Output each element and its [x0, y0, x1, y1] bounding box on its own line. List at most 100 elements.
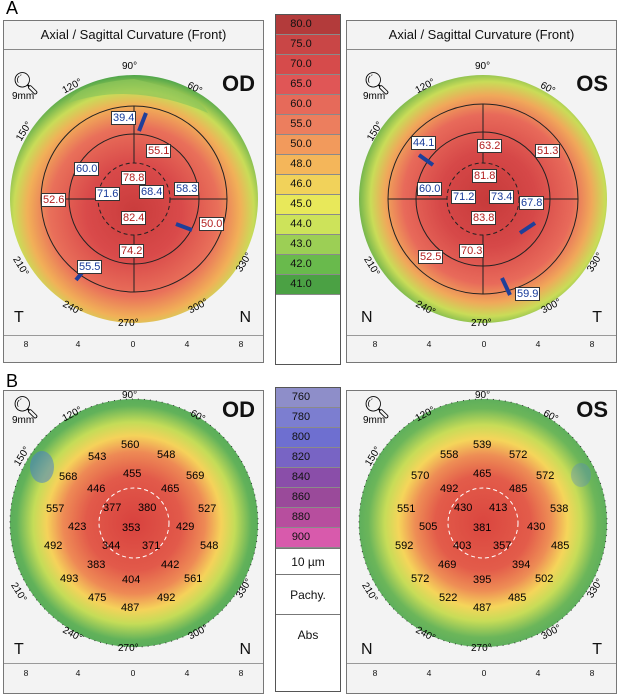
- corner-label-left: N: [361, 309, 373, 326]
- thickness-value: 492: [44, 540, 63, 552]
- panel-label-a: A: [6, 0, 19, 18]
- scale-tick: 8: [23, 339, 29, 349]
- scale-ruler: 8 4 0 4 8: [4, 339, 263, 350]
- zoom-icon[interactable]: 🔍︎: [12, 395, 40, 420]
- legend-row: 55.0: [276, 115, 340, 135]
- thickness-value: 493: [60, 573, 79, 585]
- thickness-value: 502: [535, 573, 554, 585]
- legend-row: 880: [276, 508, 340, 528]
- thickness-value: 357: [493, 540, 512, 552]
- legend-abs[interactable]: Abs: [276, 614, 340, 655]
- scale-tick: 4: [184, 339, 190, 349]
- legend-row: 45.0: [276, 195, 340, 215]
- legend-row: 43.0: [276, 235, 340, 255]
- zoom-label: 9mm: [12, 91, 35, 102]
- legend-row: 42.0: [276, 255, 340, 275]
- thickness-value: 394: [512, 559, 531, 571]
- thickness-value: 560: [121, 439, 140, 451]
- value-box-red: 78.8: [121, 171, 147, 185]
- scale-ruler: 8 4 0 4 8: [347, 668, 616, 679]
- degree-label: 90°: [475, 61, 491, 72]
- legend-row: 780: [276, 408, 340, 428]
- corner-label-right: N: [239, 641, 251, 658]
- map-disc: [10, 75, 258, 323]
- scale-divider: [4, 663, 263, 664]
- thickness-value: 572: [536, 470, 555, 482]
- corner-label-left: T: [14, 641, 24, 658]
- thickness-value: 353: [122, 522, 141, 534]
- thickness-value: 557: [46, 503, 65, 515]
- value-box-red: 55.1: [146, 144, 172, 158]
- axis-marker: [175, 222, 193, 232]
- value-box-blue: 58.3: [174, 182, 200, 196]
- legend-unit: 10 µm: [276, 548, 340, 575]
- thickness-value: 551: [397, 503, 416, 515]
- scale-divider: [347, 335, 616, 336]
- scale-divider: [4, 335, 263, 336]
- thickness-value: 465: [473, 468, 492, 480]
- zoom-icon[interactable]: 🔍︎: [12, 71, 40, 96]
- degree-label: 270°: [118, 643, 139, 654]
- value-box-blue: 44.1: [411, 136, 437, 150]
- scale-tick: 0: [481, 668, 487, 678]
- value-box-red: 51.3: [535, 144, 561, 158]
- legend-row: 41.0: [276, 275, 340, 295]
- panel-title: Axial / Sagittal Curvature (Front): [388, 27, 575, 42]
- corner-label-left: N: [361, 641, 373, 658]
- thickness-value: 371: [142, 540, 161, 552]
- map-disc: [359, 399, 607, 647]
- eye-label: OD: [222, 397, 255, 422]
- value-box-red: 70.3: [459, 244, 485, 258]
- thickness-value: 423: [68, 521, 87, 533]
- thickness-value: 568: [59, 471, 78, 483]
- bottom-right-panel: 🔍︎ 9mm OS 90° 120° 60° 150° 210° 330° 24…: [346, 390, 617, 694]
- thickness-value: 383: [87, 559, 106, 571]
- divider: [4, 49, 263, 50]
- corner-label-right: T: [592, 641, 602, 658]
- scale-tick: 0: [130, 668, 136, 678]
- axis-marker: [500, 277, 512, 296]
- thickness-value: 570: [411, 470, 430, 482]
- thickness-value: 539: [473, 439, 492, 451]
- top-right-panel: Axial / Sagittal Curvature (Front) 🔍︎ 9m…: [346, 20, 617, 363]
- zoom-icon[interactable]: 🔍︎: [363, 71, 391, 96]
- legend-mode[interactable]: Pachy.: [276, 574, 340, 615]
- value-box-blue: 55.5: [77, 260, 103, 274]
- divider: [347, 49, 616, 50]
- corner-label-right: N: [239, 309, 251, 326]
- degree-label: 90°: [122, 61, 138, 72]
- corner-label-right: T: [592, 309, 602, 326]
- legend-row: 48.0: [276, 155, 340, 175]
- thickness-value: 487: [473, 602, 492, 614]
- thickness-value: 543: [88, 451, 107, 463]
- legend-row: 860: [276, 488, 340, 508]
- thickness-value: 548: [200, 540, 219, 552]
- value-box-blue: 71.2: [451, 190, 477, 204]
- thickness-value: 429: [176, 521, 195, 533]
- scale-tick: 0: [481, 339, 487, 349]
- zoom-icon[interactable]: 🔍︎: [363, 395, 391, 420]
- degree-label: 270°: [118, 318, 139, 329]
- thickness-value: 487: [121, 602, 140, 614]
- thickness-value: 572: [509, 449, 528, 461]
- thickness-value: 569: [186, 470, 205, 482]
- thickness-value: 377: [103, 502, 122, 514]
- corner-label-left: T: [14, 309, 24, 326]
- thickness-value: 455: [123, 468, 142, 480]
- thickness-value: 527: [198, 503, 217, 515]
- outer-dots: [9, 398, 259, 648]
- bottom-left-panel: 🔍︎ 9mm OD 90° 120° 60° 150° 210° 330° 24…: [3, 390, 264, 694]
- scale-divider: [347, 663, 616, 664]
- eye-label: OD: [222, 71, 255, 96]
- thickness-value: 380: [138, 502, 157, 514]
- scale-ruler: 8 4 0 4 8: [347, 339, 616, 350]
- scale-tick: 4: [75, 668, 81, 678]
- legend-row: 900: [276, 528, 340, 548]
- pachymetry-map-od: [9, 398, 259, 648]
- value-box-red: 52.6: [41, 193, 67, 207]
- map-blue-patch: [571, 463, 591, 487]
- eye-label: OS: [576, 71, 608, 96]
- thickness-value: 430: [454, 502, 473, 514]
- scale-tick: 0: [130, 339, 136, 349]
- value-box-red: 50.0: [199, 217, 225, 231]
